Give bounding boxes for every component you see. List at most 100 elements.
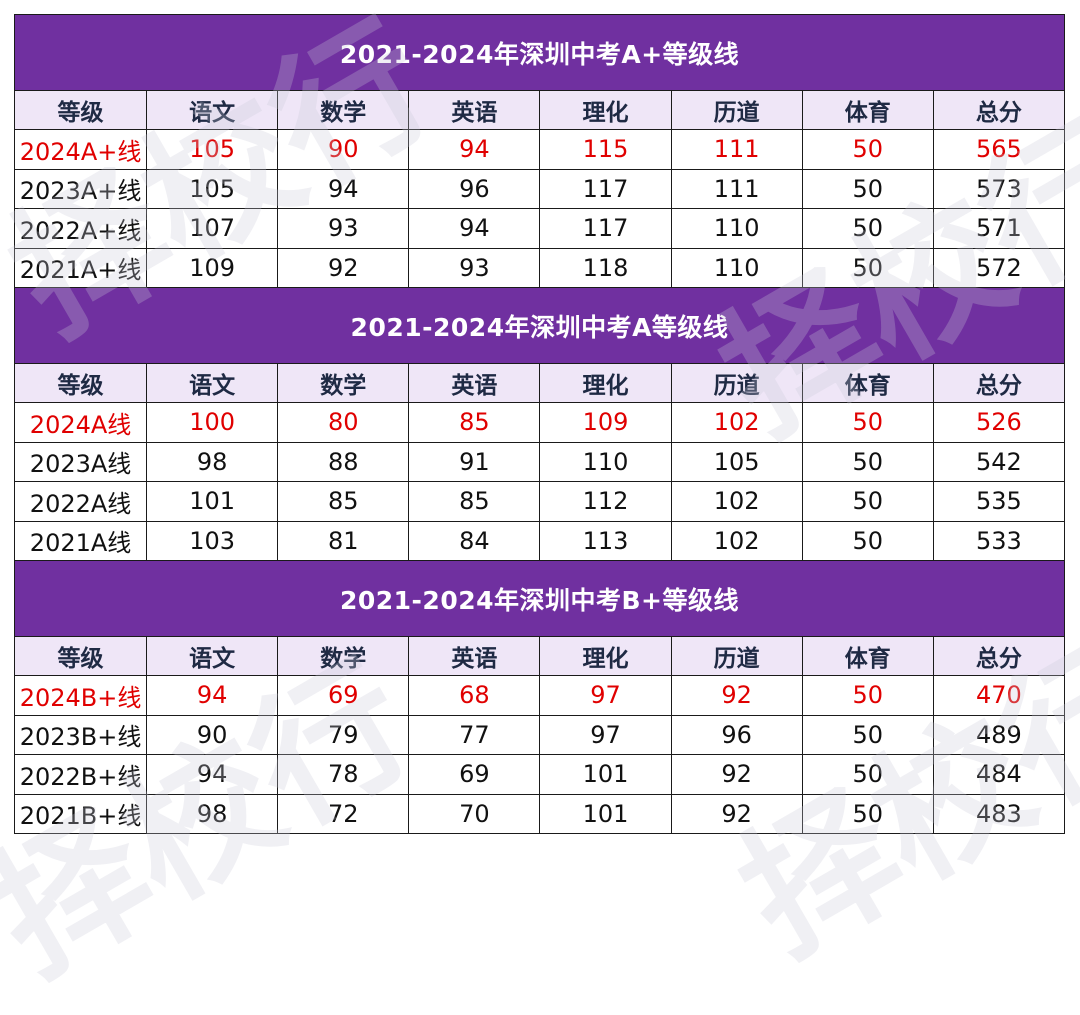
table-row: 2023A线 98 88 91 110 105 50 542 <box>13 441 1066 482</box>
score-cell: 50 <box>801 402 934 443</box>
section-title-row: 2021-2024年深圳中考A+等级线 <box>14 14 1065 91</box>
score-cell: 112 <box>539 481 672 522</box>
score-cell: 85 <box>277 481 410 522</box>
score-cell: 117 <box>539 168 672 209</box>
grade-label-cell: 2022A+线 <box>13 208 148 249</box>
score-cell: 68 <box>408 675 541 716</box>
table-row: 2021A线 103 81 84 113 102 50 533 <box>13 520 1066 561</box>
table-row: 2022B+线 94 78 69 101 92 50 484 <box>13 754 1066 795</box>
score-cell: 97 <box>539 714 672 755</box>
score-cell: 94 <box>146 675 279 716</box>
table-row: 2022A线 101 85 85 112 102 50 535 <box>13 481 1066 522</box>
table-row: 2022A+线 107 93 94 117 110 50 571 <box>13 208 1066 249</box>
column-header: 总分 <box>932 636 1066 676</box>
column-header: 历道 <box>670 636 803 676</box>
score-cell: 80 <box>277 402 410 443</box>
score-cell: 105 <box>670 441 803 482</box>
grade-label-cell: 2023A线 <box>13 441 148 482</box>
column-header: 总分 <box>932 363 1066 403</box>
score-cell: 70 <box>408 793 541 834</box>
table-row: 2024B+线 94 69 68 97 92 50 470 <box>13 675 1066 716</box>
score-cell: 105 <box>146 168 279 209</box>
section-title: 2021-2024年深圳中考A+等级线 <box>14 14 1065 91</box>
column-header: 历道 <box>670 363 803 403</box>
table-row: 2024A线 100 80 85 109 102 50 526 <box>13 402 1066 443</box>
score-cell: 90 <box>277 129 410 170</box>
score-cell: 542 <box>932 441 1066 482</box>
score-cell: 565 <box>932 129 1066 170</box>
score-cell: 98 <box>146 441 279 482</box>
score-cell: 81 <box>277 520 410 561</box>
table-row: 2023B+线 90 79 77 97 96 50 489 <box>13 714 1066 755</box>
grade-label-cell: 2023A+线 <box>13 168 148 209</box>
column-header: 英语 <box>408 363 541 403</box>
score-cell: 50 <box>801 520 934 561</box>
score-cell: 101 <box>146 481 279 522</box>
score-cell: 85 <box>408 402 541 443</box>
score-cell: 110 <box>670 247 803 288</box>
score-cell: 97 <box>539 675 672 716</box>
column-header: 历道 <box>670 90 803 130</box>
grade-line-tables: 2021-2024年深圳中考A+等级线 等级 语文 数学 英语 理化 历道 体育 总分 2024A… <box>13 14 1066 834</box>
column-header-row: 等级 语文 数学 英语 理化 历道 体育 总分 <box>13 636 1066 676</box>
score-cell: 113 <box>539 520 672 561</box>
score-cell: 94 <box>408 129 541 170</box>
score-cell: 109 <box>146 247 279 288</box>
column-header: 体育 <box>801 363 934 403</box>
grade-label-cell: 2023B+线 <box>13 714 148 755</box>
grade-label-cell: 2021B+线 <box>13 793 148 834</box>
score-cell: 572 <box>932 247 1066 288</box>
column-header: 语文 <box>146 90 279 130</box>
column-header: 等级 <box>13 363 148 403</box>
score-cell: 100 <box>146 402 279 443</box>
score-cell: 96 <box>408 168 541 209</box>
column-header: 数学 <box>277 90 410 130</box>
section-title: 2021-2024年深圳中考B+等级线 <box>14 560 1065 637</box>
score-cell: 84 <box>408 520 541 561</box>
score-cell: 50 <box>801 793 934 834</box>
grade-label-cell: 2024A线 <box>13 402 148 443</box>
score-cell: 50 <box>801 168 934 209</box>
table-body: 2021-2024年深圳中考A+等级线 等级 语文 数学 英语 理化 历道 体育 总分 2024A… <box>13 14 1066 834</box>
score-cell: 50 <box>801 247 934 288</box>
score-cell: 93 <box>277 208 410 249</box>
section-title-row: 2021-2024年深圳中考A等级线 <box>14 287 1065 364</box>
score-cell: 78 <box>277 754 410 795</box>
column-header: 等级 <box>13 90 148 130</box>
table-row: 2021B+线 98 72 70 101 92 50 483 <box>13 793 1066 834</box>
score-cell: 50 <box>801 714 934 755</box>
score-cell: 92 <box>670 675 803 716</box>
score-cell: 50 <box>801 208 934 249</box>
score-cell: 573 <box>932 168 1066 209</box>
score-cell: 50 <box>801 129 934 170</box>
score-cell: 79 <box>277 714 410 755</box>
score-cell: 96 <box>670 714 803 755</box>
grade-label-cell: 2021A线 <box>13 520 148 561</box>
score-cell: 470 <box>932 675 1066 716</box>
score-cell: 484 <box>932 754 1066 795</box>
score-cell: 111 <box>670 129 803 170</box>
score-cell: 571 <box>932 208 1066 249</box>
score-cell: 85 <box>408 481 541 522</box>
score-cell: 111 <box>670 168 803 209</box>
score-cell: 535 <box>932 481 1066 522</box>
grade-label-cell: 2022B+线 <box>13 754 148 795</box>
score-cell: 118 <box>539 247 672 288</box>
score-cell: 92 <box>277 247 410 288</box>
score-cell: 94 <box>146 754 279 795</box>
grade-line-table: 2021-2024年深圳中考A+等级线 等级 语文 数学 英语 理化 历道 体育 总分 2024A… <box>13 14 1066 834</box>
column-header: 理化 <box>539 363 672 403</box>
score-cell: 93 <box>408 247 541 288</box>
score-cell: 77 <box>408 714 541 755</box>
score-cell: 102 <box>670 481 803 522</box>
score-cell: 109 <box>539 402 672 443</box>
column-header: 英语 <box>408 90 541 130</box>
score-cell: 102 <box>670 402 803 443</box>
score-cell: 101 <box>539 793 672 834</box>
column-header: 体育 <box>801 636 934 676</box>
column-header-row: 等级 语文 数学 英语 理化 历道 体育 总分 <box>13 363 1066 403</box>
section-title: 2021-2024年深圳中考A等级线 <box>14 287 1065 364</box>
grade-label-cell: 2022A线 <box>13 481 148 522</box>
score-cell: 101 <box>539 754 672 795</box>
table-row: 2023A+线 105 94 96 117 111 50 573 <box>13 168 1066 209</box>
